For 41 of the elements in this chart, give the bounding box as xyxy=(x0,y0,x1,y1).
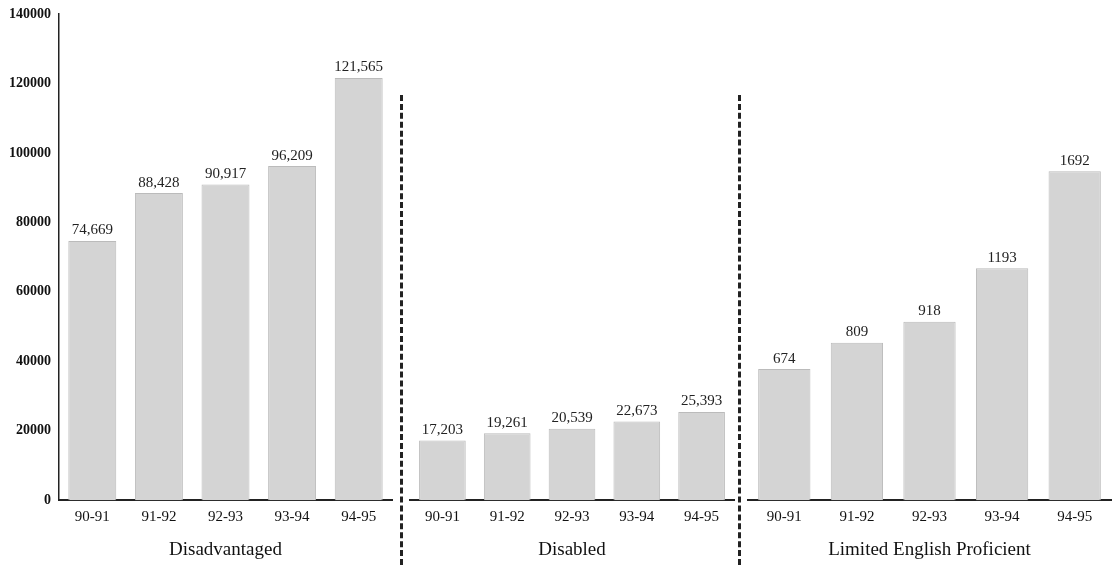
y-tick-label: 80000 xyxy=(16,213,51,229)
y-tick-label: 60000 xyxy=(16,283,51,299)
x-tick-label: 91-92 xyxy=(839,508,875,525)
y-tick-label: 100000 xyxy=(9,144,51,160)
data-label: 22,673 xyxy=(616,401,658,418)
x-tick-label: 91-92 xyxy=(489,508,525,525)
x-tick-label: 92-93 xyxy=(554,508,590,525)
data-label: 674 xyxy=(773,349,797,366)
y-tick-label: 140000 xyxy=(9,5,51,21)
data-label: 96,209 xyxy=(271,146,313,163)
x-tick-label: 90-91 xyxy=(424,508,460,525)
x-axis-title: Limited English Proficient xyxy=(828,537,1032,559)
x-tick-label: 90-91 xyxy=(74,508,110,525)
data-label: 19,261 xyxy=(486,413,528,430)
y-tick-label: 120000 xyxy=(9,75,51,91)
data-label: 20,539 xyxy=(551,409,593,426)
data-label: 17,203 xyxy=(421,420,464,437)
x-tick-label: 90-91 xyxy=(766,508,802,525)
x-tick-label: 93-94 xyxy=(984,508,1021,525)
y-tick-label: 40000 xyxy=(16,352,51,368)
x-axis-title: Disabled xyxy=(538,537,607,559)
y-tick-label: 20000 xyxy=(16,422,51,438)
data-label: 25,393 xyxy=(680,392,723,409)
x-tick-label: 92-93 xyxy=(912,508,947,525)
data-label: 809 xyxy=(845,323,869,340)
data-label: 74,669 xyxy=(71,221,113,238)
x-tick-label: 92-93 xyxy=(208,508,243,525)
data-label: 88,428 xyxy=(138,173,180,190)
data-label: 918 xyxy=(918,302,941,319)
x-tick-label: 94-95 xyxy=(684,508,720,525)
x-axis-title: Disadvantaged xyxy=(169,537,283,559)
data-label: 1692 xyxy=(1059,151,1090,168)
x-tick-label: 94-95 xyxy=(341,508,377,525)
x-tick-label: 93-94 xyxy=(619,508,655,525)
x-tick-label: 94-95 xyxy=(1057,508,1093,525)
x-tick-label: 93-94 xyxy=(274,508,311,525)
data-label: 90,917 xyxy=(204,164,247,181)
data-label: 1193 xyxy=(987,248,1017,265)
x-tick-label: 91-92 xyxy=(141,508,177,525)
data-label: 121,565 xyxy=(334,58,384,75)
y-tick-label: 0 xyxy=(44,491,51,507)
